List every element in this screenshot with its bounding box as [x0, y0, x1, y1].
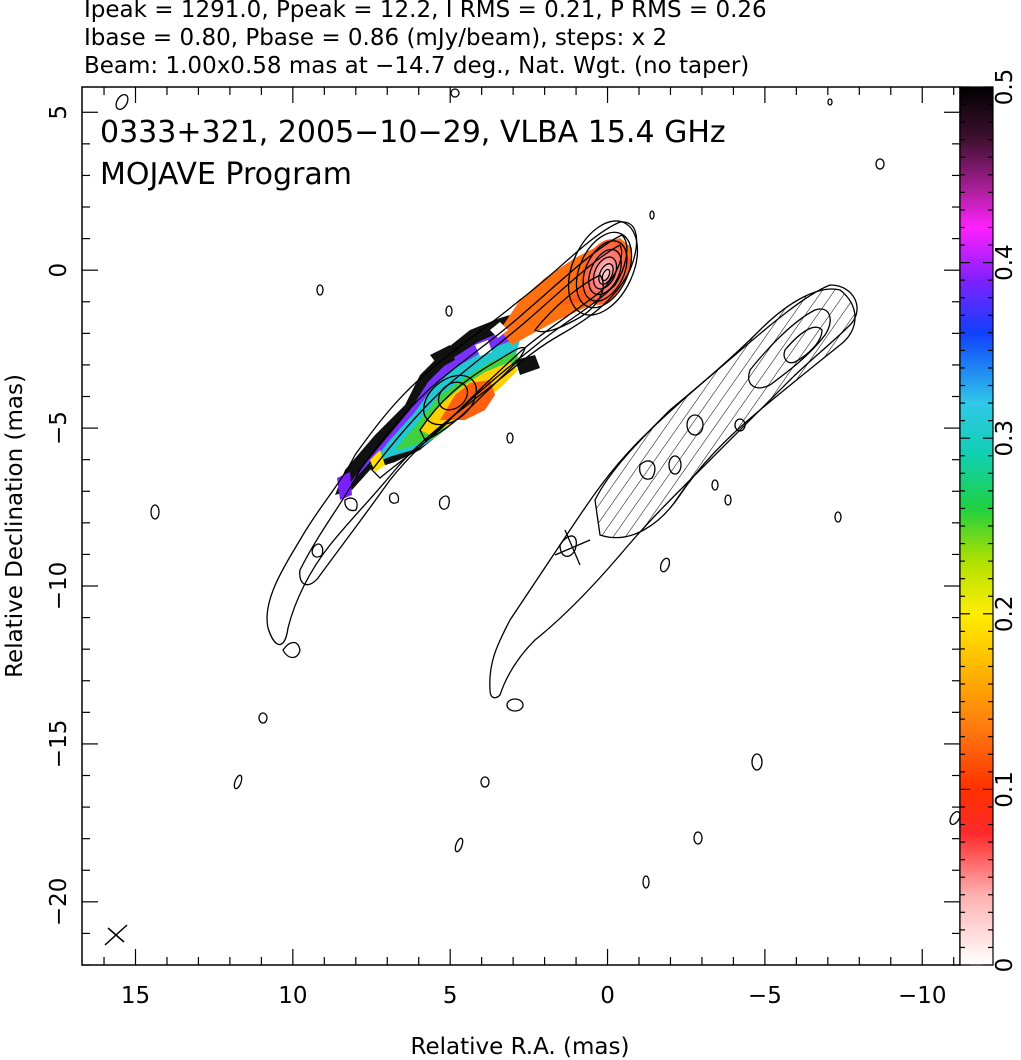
- x-tick-label: 5: [443, 983, 458, 1009]
- header-line-1: Ipeak = 1291.0, Ppeak = 12.2, I RMS = 0.…: [84, 0, 767, 23]
- colorbar-tick-label: 0.1: [992, 771, 1018, 808]
- colorbar: 0 0.1 0.2 0.3 0.4 0.5: [959, 69, 1018, 973]
- colorbar-ticks: [960, 86, 993, 966]
- colorbar-tick-label: 0.5: [992, 69, 1018, 106]
- colorbar-tick-labels: 0 0.1 0.2 0.3 0.4 0.5: [992, 69, 1018, 973]
- plot-frame: [81, 86, 961, 966]
- x-axis-label: Relative R.A. (mas): [411, 1034, 630, 1060]
- y-tick-label: −10: [46, 562, 72, 611]
- plot-title: 0333+321, 2005−10−29, VLBA 15.4 GHz: [100, 115, 726, 150]
- x-tick-label: −10: [898, 983, 947, 1009]
- x-tick-label: 0: [600, 983, 615, 1009]
- intensity-contours: [266, 220, 639, 659]
- noise-contours: [115, 88, 960, 889]
- y-tick-label: −20: [46, 878, 72, 927]
- y-tick-label: 5: [46, 105, 72, 120]
- colorbar-tick-label: 0.3: [992, 420, 1018, 457]
- y-tick-label: −15: [46, 720, 72, 769]
- x-tick-label: −5: [748, 983, 782, 1009]
- x-tick-label: 10: [278, 983, 307, 1009]
- axis-tick-labels: 15 10 5 0 −5 −10 5 0 −5 −10 −15 −20: [46, 105, 947, 1009]
- colorbar-gradient: [959, 86, 994, 966]
- axis-ticks: [82, 87, 960, 966]
- colorbar-tick-label: 0.4: [992, 244, 1018, 281]
- header-line-3: Beam: 1.00x0.58 mas at −14.7 deg., Nat. …: [84, 53, 750, 79]
- y-tick-label: −5: [46, 411, 72, 445]
- colorbar-tick-label: 0.2: [992, 596, 1018, 633]
- y-tick-label: 0: [46, 263, 72, 278]
- polarization-contours: [489, 284, 858, 699]
- plot-subtitle: MOJAVE Program: [100, 157, 352, 192]
- header-line-2: Ibase = 0.80, Pbase = 0.86 (mJy/beam), s…: [84, 25, 668, 51]
- colorbar-tick-label: 0: [992, 958, 1018, 973]
- x-tick-label: 15: [121, 983, 150, 1009]
- beam-ellipse-marker: [104, 924, 128, 946]
- y-axis-label: Relative Declination (mas): [2, 374, 28, 678]
